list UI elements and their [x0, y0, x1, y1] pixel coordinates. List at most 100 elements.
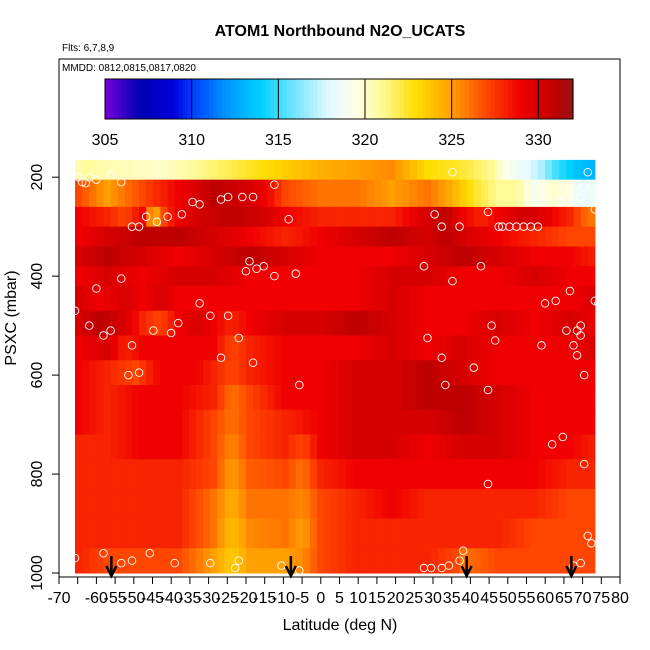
heatmap-cell: [338, 488, 347, 520]
colorbar-tick-label: 330: [525, 132, 552, 149]
heatmap-cell: [359, 548, 368, 574]
heatmap-cell: [416, 179, 425, 208]
heatmap-cell: [374, 518, 382, 549]
colorbar-swatch: [139, 79, 145, 119]
sample-point: [277, 561, 286, 570]
heatmap-cell: [139, 335, 147, 361]
heatmap-cell: [324, 360, 332, 386]
heatmap-cell: [545, 206, 553, 228]
heatmap-cell: [545, 488, 553, 520]
heatmap-cell: [231, 310, 240, 337]
heatmap-cell: [395, 409, 404, 435]
heatmap-cell: [288, 246, 297, 267]
colorbar-swatch: [230, 79, 236, 119]
heatmap-cell: [210, 335, 218, 361]
heatmap-cell: [345, 335, 354, 361]
heatmap-cell: [238, 518, 247, 549]
heatmap-cell: [160, 159, 169, 181]
heatmap-cell: [552, 335, 560, 361]
heatmap-cell: [139, 206, 147, 228]
heatmap-cell: [324, 159, 332, 181]
heatmap-cell: [473, 409, 482, 435]
heatmap-cell: [374, 310, 382, 337]
heatmap-cell: [267, 179, 275, 208]
heatmap-cell: [317, 159, 325, 181]
heatmap-cell: [445, 335, 453, 361]
sample-point: [234, 556, 244, 565]
heatmap-cell: [245, 246, 254, 267]
heatmap-cell: [587, 409, 596, 435]
heatmap-cell: [174, 206, 183, 228]
heatmap-cell: [302, 434, 311, 460]
heatmap-cell: [502, 179, 510, 208]
heatmap-cell: [224, 409, 233, 435]
heatmap-cell: [359, 385, 368, 411]
heatmap-cell: [253, 226, 261, 247]
heatmap-cell: [416, 409, 425, 435]
heatmap-cell: [231, 548, 240, 574]
heatmap-cell: [559, 246, 567, 267]
heatmap-cell: [153, 286, 161, 312]
colorbar-swatch: [326, 79, 331, 119]
heatmap-cell: [509, 266, 518, 287]
sample-point: [519, 222, 528, 231]
heatmap-cell: [131, 459, 140, 490]
heatmap-cell: [210, 179, 218, 208]
heatmap-cell: [89, 266, 97, 287]
heatmap-cell: [488, 518, 496, 549]
colorbar-swatch: [274, 79, 279, 119]
heatmap-cell: [217, 385, 226, 411]
heatmap-cell: [331, 266, 339, 287]
heatmap-cell: [580, 286, 589, 312]
heatmap-cell: [75, 360, 83, 386]
heatmap-cell: [160, 266, 169, 287]
heatmap-cell: [139, 488, 147, 520]
heatmap-cell: [281, 179, 290, 208]
heatmap-cell: [331, 459, 339, 490]
heatmap-cell: [117, 159, 126, 181]
heatmap-cell: [224, 434, 233, 460]
heatmap-cell: [146, 310, 154, 337]
heatmap-cell: [210, 459, 218, 490]
colorbar-swatch: [213, 79, 219, 119]
heatmap-cell: [537, 518, 546, 549]
heatmap-cell: [174, 360, 183, 386]
heatmap-cell: [245, 409, 254, 435]
heatmap-cell: [317, 335, 325, 361]
heatmap-cell: [245, 206, 254, 228]
heatmap-cell: [374, 385, 382, 411]
heatmap-cell: [402, 409, 411, 435]
heatmap-cell: [374, 179, 382, 208]
heatmap-cell: [381, 310, 389, 337]
heatmap-cell: [438, 518, 446, 549]
heatmap-cell: [338, 246, 347, 267]
heatmap-cell: [402, 459, 411, 490]
heatmap-cell: [253, 360, 261, 386]
colorbar-swatch: [161, 79, 167, 119]
heatmap-cell: [181, 310, 190, 337]
heatmap-cell: [324, 385, 332, 411]
sample-point: [127, 556, 137, 565]
heatmap-cell: [374, 488, 382, 520]
heatmap-cell: [196, 459, 204, 490]
heatmap-cell: [352, 385, 361, 411]
heatmap-cell: [188, 518, 197, 549]
heatmap-cell: [110, 159, 119, 181]
colorbar-swatch: [148, 79, 154, 119]
heatmap-cell: [267, 360, 275, 386]
sample-point: [248, 358, 258, 367]
heatmap-cell: [253, 488, 261, 520]
heatmap-cell: [416, 548, 425, 574]
heatmap-cell: [89, 548, 97, 574]
heatmap-cell: [381, 518, 389, 549]
heatmap-cell: [110, 548, 119, 574]
heatmap-cell: [552, 360, 560, 386]
heatmap-cell: [431, 488, 439, 520]
heatmap-cell: [352, 360, 361, 386]
y-tick-label: 1000: [29, 555, 46, 591]
heatmap-cell: [352, 206, 361, 228]
x-tick-label: 5: [335, 590, 344, 607]
sample-point: [483, 207, 493, 217]
heatmap-cell: [366, 459, 375, 490]
heatmap-cell: [281, 335, 290, 361]
